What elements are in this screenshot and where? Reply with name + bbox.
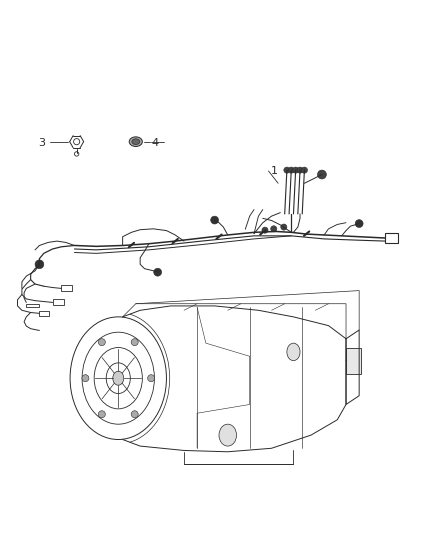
Bar [61, 285, 72, 291]
Bar [39, 311, 49, 316]
Circle shape [35, 260, 44, 269]
Ellipse shape [219, 424, 237, 446]
Circle shape [262, 227, 268, 233]
Ellipse shape [132, 139, 140, 144]
Circle shape [99, 338, 106, 346]
Circle shape [82, 375, 89, 382]
Bar [346, 348, 361, 374]
Text: 4: 4 [152, 138, 159, 148]
Bar [53, 300, 64, 305]
Circle shape [288, 167, 294, 173]
Ellipse shape [129, 137, 142, 147]
Circle shape [293, 167, 299, 173]
Ellipse shape [287, 343, 300, 361]
Circle shape [271, 226, 277, 232]
Circle shape [301, 167, 307, 173]
Circle shape [284, 167, 290, 173]
Circle shape [297, 167, 303, 173]
Circle shape [211, 216, 219, 224]
Circle shape [154, 268, 162, 276]
Circle shape [148, 375, 155, 382]
Circle shape [98, 411, 105, 418]
Circle shape [318, 170, 326, 179]
Bar [385, 233, 398, 243]
Ellipse shape [113, 371, 124, 385]
Circle shape [281, 224, 287, 230]
Circle shape [131, 338, 138, 346]
Circle shape [131, 411, 138, 418]
Text: 1: 1 [271, 166, 278, 176]
Circle shape [355, 220, 363, 228]
Text: 3: 3 [38, 138, 45, 148]
